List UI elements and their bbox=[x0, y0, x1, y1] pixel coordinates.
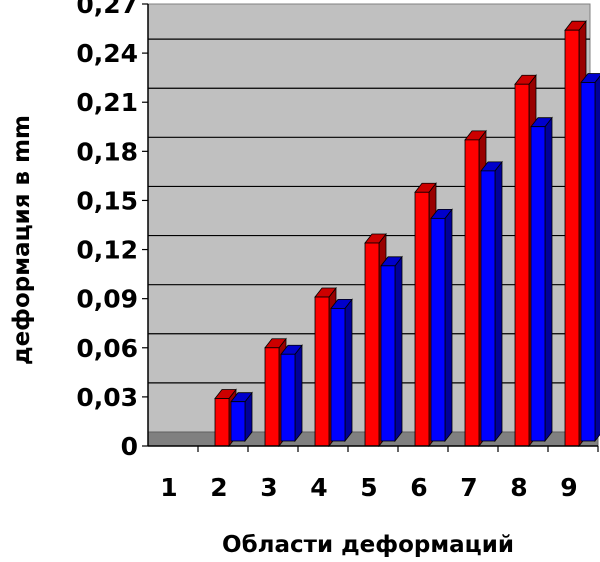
bar-series2-9 bbox=[580, 73, 600, 443]
y-tick-label: 0 bbox=[121, 432, 138, 461]
bar-series2-4 bbox=[330, 298, 353, 443]
y-tick-label: 0,12 bbox=[76, 236, 138, 265]
y-tick-label: 0,06 bbox=[76, 334, 138, 363]
bar-series2-6 bbox=[430, 208, 453, 443]
x-tick-label: 9 bbox=[560, 473, 577, 502]
y-tick-label: 0,15 bbox=[76, 186, 138, 215]
x-tick-label: 1 bbox=[160, 473, 177, 502]
x-tick-label: 7 bbox=[460, 473, 477, 502]
bar-series2-8 bbox=[530, 116, 553, 443]
y-tick-label: 0,18 bbox=[76, 137, 138, 166]
x-tick-labels: 1 2 3 4 5 6 7 8 9 bbox=[160, 473, 577, 502]
y-tick-labels: 0 0,03 0,06 0,09 0,12 0,15 0,18 0,21 0,24 0,27 bbox=[76, 0, 138, 461]
y-tick-label: 0,27 bbox=[76, 0, 138, 19]
y-tick-label: 0,21 bbox=[76, 88, 138, 117]
bar-series2-5 bbox=[380, 255, 403, 443]
x-tick-label: 6 bbox=[410, 473, 427, 502]
x-tick-label: 2 bbox=[210, 473, 227, 502]
y-tick-label: 0,09 bbox=[76, 285, 138, 314]
x-tick-label: 3 bbox=[260, 473, 277, 502]
x-tick-label: 8 bbox=[510, 473, 527, 502]
bar-series2-7 bbox=[480, 160, 503, 443]
y-tick-label: 0,03 bbox=[76, 383, 138, 412]
x-axis-title: Области деформаций bbox=[222, 532, 514, 558]
bar-series2-3 bbox=[280, 344, 303, 443]
axes bbox=[142, 3, 599, 452]
y-axis-title: деформация в mm bbox=[9, 115, 35, 365]
bars bbox=[214, 20, 600, 448]
bar-series2-2 bbox=[230, 391, 253, 443]
x-tick-label: 5 bbox=[360, 473, 377, 502]
x-tick-label: 4 bbox=[310, 473, 327, 502]
y-tick-label: 0,24 bbox=[76, 39, 138, 68]
